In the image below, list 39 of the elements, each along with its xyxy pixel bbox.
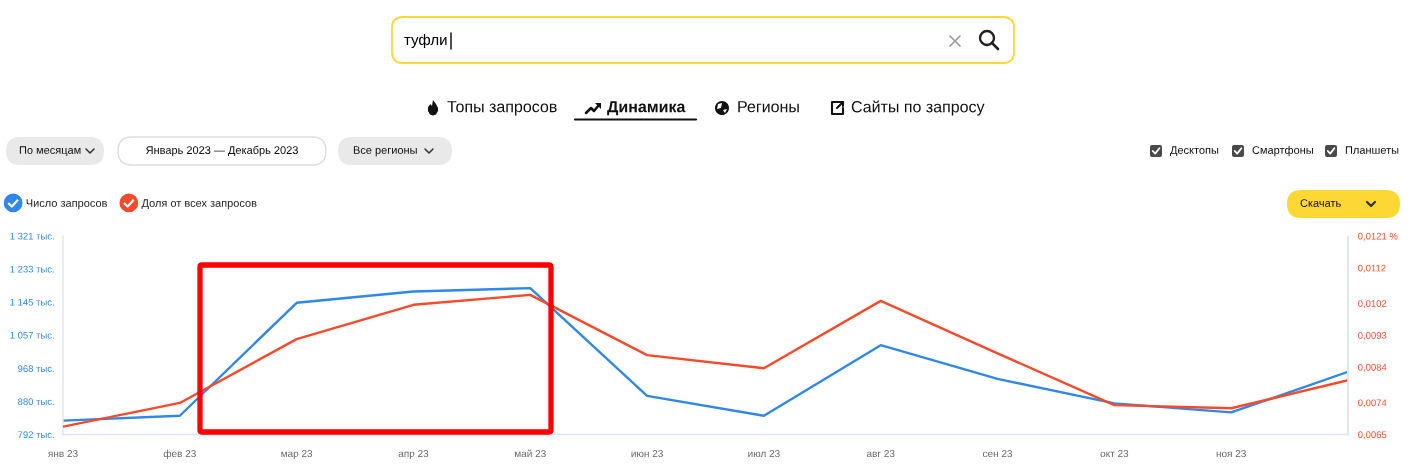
text: Сайты по запросу xyxy=(851,100,985,116)
y2-tick-label: 0,0084 xyxy=(1358,363,1387,372)
text: Десктопы xyxy=(1170,146,1219,157)
x-tick-label: авг 23 xyxy=(866,450,895,458)
x-tick-label: окт 23 xyxy=(1100,450,1129,458)
text: Регионы xyxy=(738,101,799,113)
y-tick-label: 1 145 тыс. xyxy=(10,298,54,306)
y-tick-label: 968 тыс. xyxy=(18,365,54,372)
y2-tick-label: 0,0112 xyxy=(1358,264,1386,273)
y-tick-label: 1 233 тыс. xyxy=(10,265,54,273)
y2-tick-label: 0,0102 xyxy=(1358,300,1387,309)
text: Скачать xyxy=(1300,199,1341,207)
x-tick-label: мар 23 xyxy=(281,450,313,460)
y-tick-label: 792 тыс. xyxy=(18,431,54,439)
x-tick-label: фев 23 xyxy=(163,449,196,460)
text: Январь 2023 — Декабрь 2023 xyxy=(146,145,298,157)
x-tick-label: ноя 23 xyxy=(1216,450,1246,458)
x-tick-label: сен 23 xyxy=(982,450,1013,458)
y-tick-label: 1 321 тыс. xyxy=(10,232,54,240)
chart-title: туфли xyxy=(404,34,447,48)
text: Все регионы xyxy=(353,146,417,157)
text: Планшеты xyxy=(1345,146,1399,154)
y-tick-label: 1 057 тыс. xyxy=(10,331,54,339)
text: По месяцам xyxy=(19,146,81,157)
x-tick-label: янв 23 xyxy=(48,450,78,458)
y-tick-label: 880 тыс. xyxy=(18,398,54,406)
x-tick-label: май 23 xyxy=(515,449,546,458)
legend-label: Число запросов xyxy=(26,199,107,210)
y2-tick-label: 0,0093 xyxy=(1358,332,1387,340)
y2-tick-label: 0,0074 xyxy=(1358,399,1387,408)
text: Топы запросов xyxy=(447,101,557,116)
text: Смартфоны xyxy=(1252,145,1313,157)
y2-tick-label: 0,0065 xyxy=(1358,431,1387,440)
text: Динамика xyxy=(607,101,686,116)
x-tick-label: апр 23 xyxy=(398,450,429,460)
x-tick-label: июн 23 xyxy=(631,450,663,458)
legend-label: Доля от всех запросов xyxy=(141,199,257,210)
x-tick-label: июл 23 xyxy=(748,450,780,458)
y2-tick-label: 0,0121 % xyxy=(1358,232,1398,241)
